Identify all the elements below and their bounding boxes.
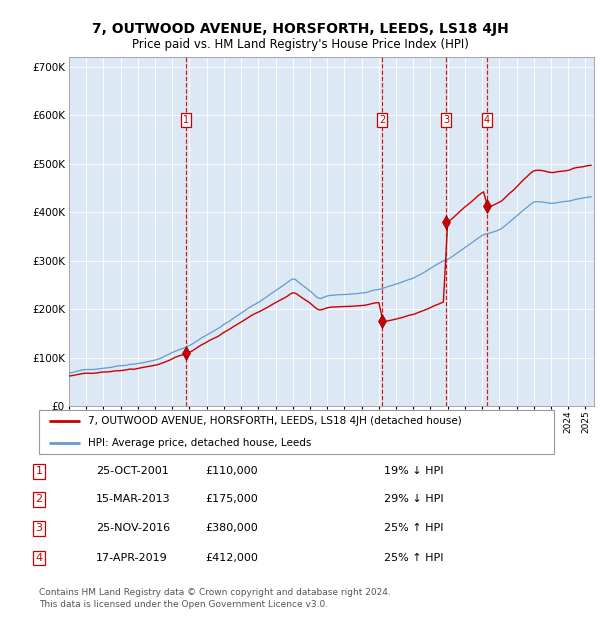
FancyBboxPatch shape <box>38 410 554 454</box>
Text: Contains HM Land Registry data © Crown copyright and database right 2024.: Contains HM Land Registry data © Crown c… <box>39 588 391 597</box>
Text: 3: 3 <box>35 523 43 533</box>
Text: 4: 4 <box>35 553 43 563</box>
Text: 1: 1 <box>184 115 190 125</box>
Text: 2: 2 <box>35 494 43 504</box>
Text: 1: 1 <box>35 466 43 476</box>
Text: This data is licensed under the Open Government Licence v3.0.: This data is licensed under the Open Gov… <box>39 600 328 609</box>
Text: £412,000: £412,000 <box>205 553 258 563</box>
Text: 25% ↑ HPI: 25% ↑ HPI <box>384 553 443 563</box>
Text: 4: 4 <box>484 115 490 125</box>
Text: 25-NOV-2016: 25-NOV-2016 <box>96 523 170 533</box>
Text: HPI: Average price, detached house, Leeds: HPI: Average price, detached house, Leed… <box>88 438 311 448</box>
Text: 19% ↓ HPI: 19% ↓ HPI <box>384 466 443 476</box>
Text: 29% ↓ HPI: 29% ↓ HPI <box>384 494 443 504</box>
Text: 25% ↑ HPI: 25% ↑ HPI <box>384 523 443 533</box>
Text: 3: 3 <box>443 115 449 125</box>
Text: £175,000: £175,000 <box>205 494 258 504</box>
Text: £380,000: £380,000 <box>205 523 258 533</box>
Text: 25-OCT-2001: 25-OCT-2001 <box>96 466 169 476</box>
Text: 7, OUTWOOD AVENUE, HORSFORTH, LEEDS, LS18 4JH (detached house): 7, OUTWOOD AVENUE, HORSFORTH, LEEDS, LS1… <box>88 416 462 427</box>
Text: 7, OUTWOOD AVENUE, HORSFORTH, LEEDS, LS18 4JH: 7, OUTWOOD AVENUE, HORSFORTH, LEEDS, LS1… <box>92 22 508 36</box>
Text: £110,000: £110,000 <box>205 466 258 476</box>
Text: Price paid vs. HM Land Registry's House Price Index (HPI): Price paid vs. HM Land Registry's House … <box>131 38 469 51</box>
Text: 17-APR-2019: 17-APR-2019 <box>96 553 168 563</box>
Text: 2: 2 <box>379 115 385 125</box>
Text: 15-MAR-2013: 15-MAR-2013 <box>96 494 170 504</box>
